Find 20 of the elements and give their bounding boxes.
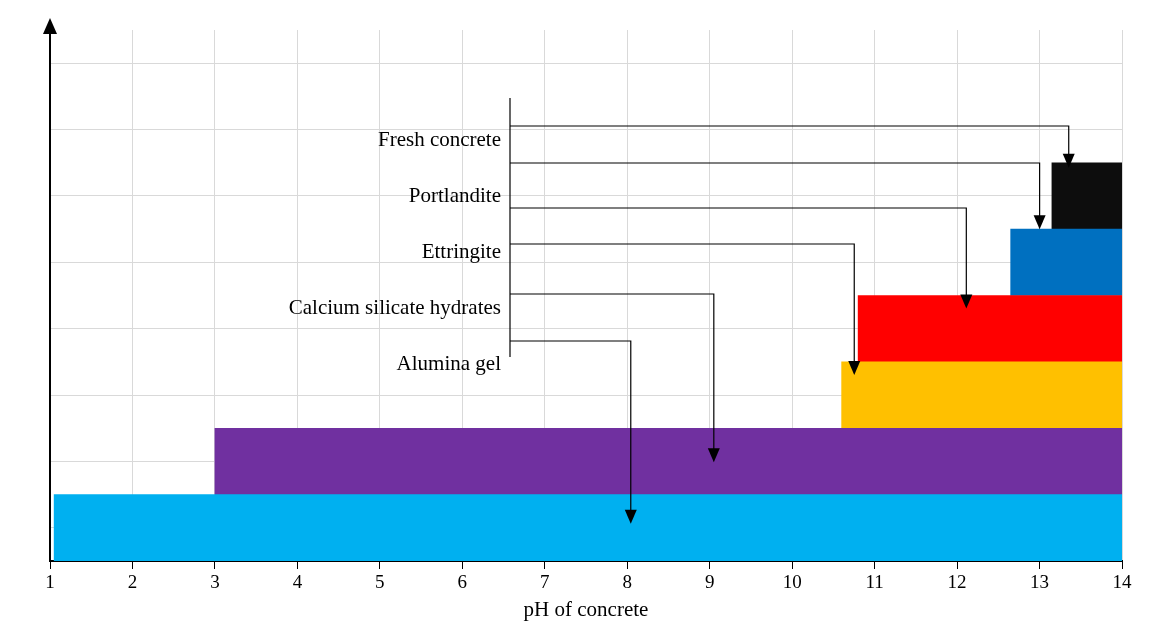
x-axis-title: pH of concrete — [523, 596, 649, 621]
x-tick-label: 14 — [1112, 571, 1132, 593]
x-tick-label: 11 — [865, 571, 884, 593]
x-tick-label: 3 — [210, 571, 220, 593]
annotation: Calcium silicate hydrates — [288, 294, 501, 319]
x-tick-label: 6 — [457, 571, 468, 593]
x-tick-label: 12 — [947, 571, 967, 593]
x-tick-label: 5 — [375, 571, 385, 593]
x-tick-label: 2 — [127, 571, 138, 593]
x-tick-label: 7 — [540, 571, 550, 593]
annotation: Ettringite — [421, 238, 501, 263]
x-tick-label: 1 — [45, 571, 55, 593]
x-tick-label: 10 — [782, 571, 802, 593]
x-tick-label: 4 — [292, 571, 303, 593]
annotation: Fresh concrete — [377, 126, 501, 151]
x-tick-label: 8 — [622, 571, 632, 593]
annotation: Alumina gel — [396, 350, 502, 375]
x-tick-label: 9 — [704, 571, 715, 593]
x-tick-label: 13 — [1030, 571, 1050, 593]
annotation: Portlandite — [408, 182, 501, 207]
